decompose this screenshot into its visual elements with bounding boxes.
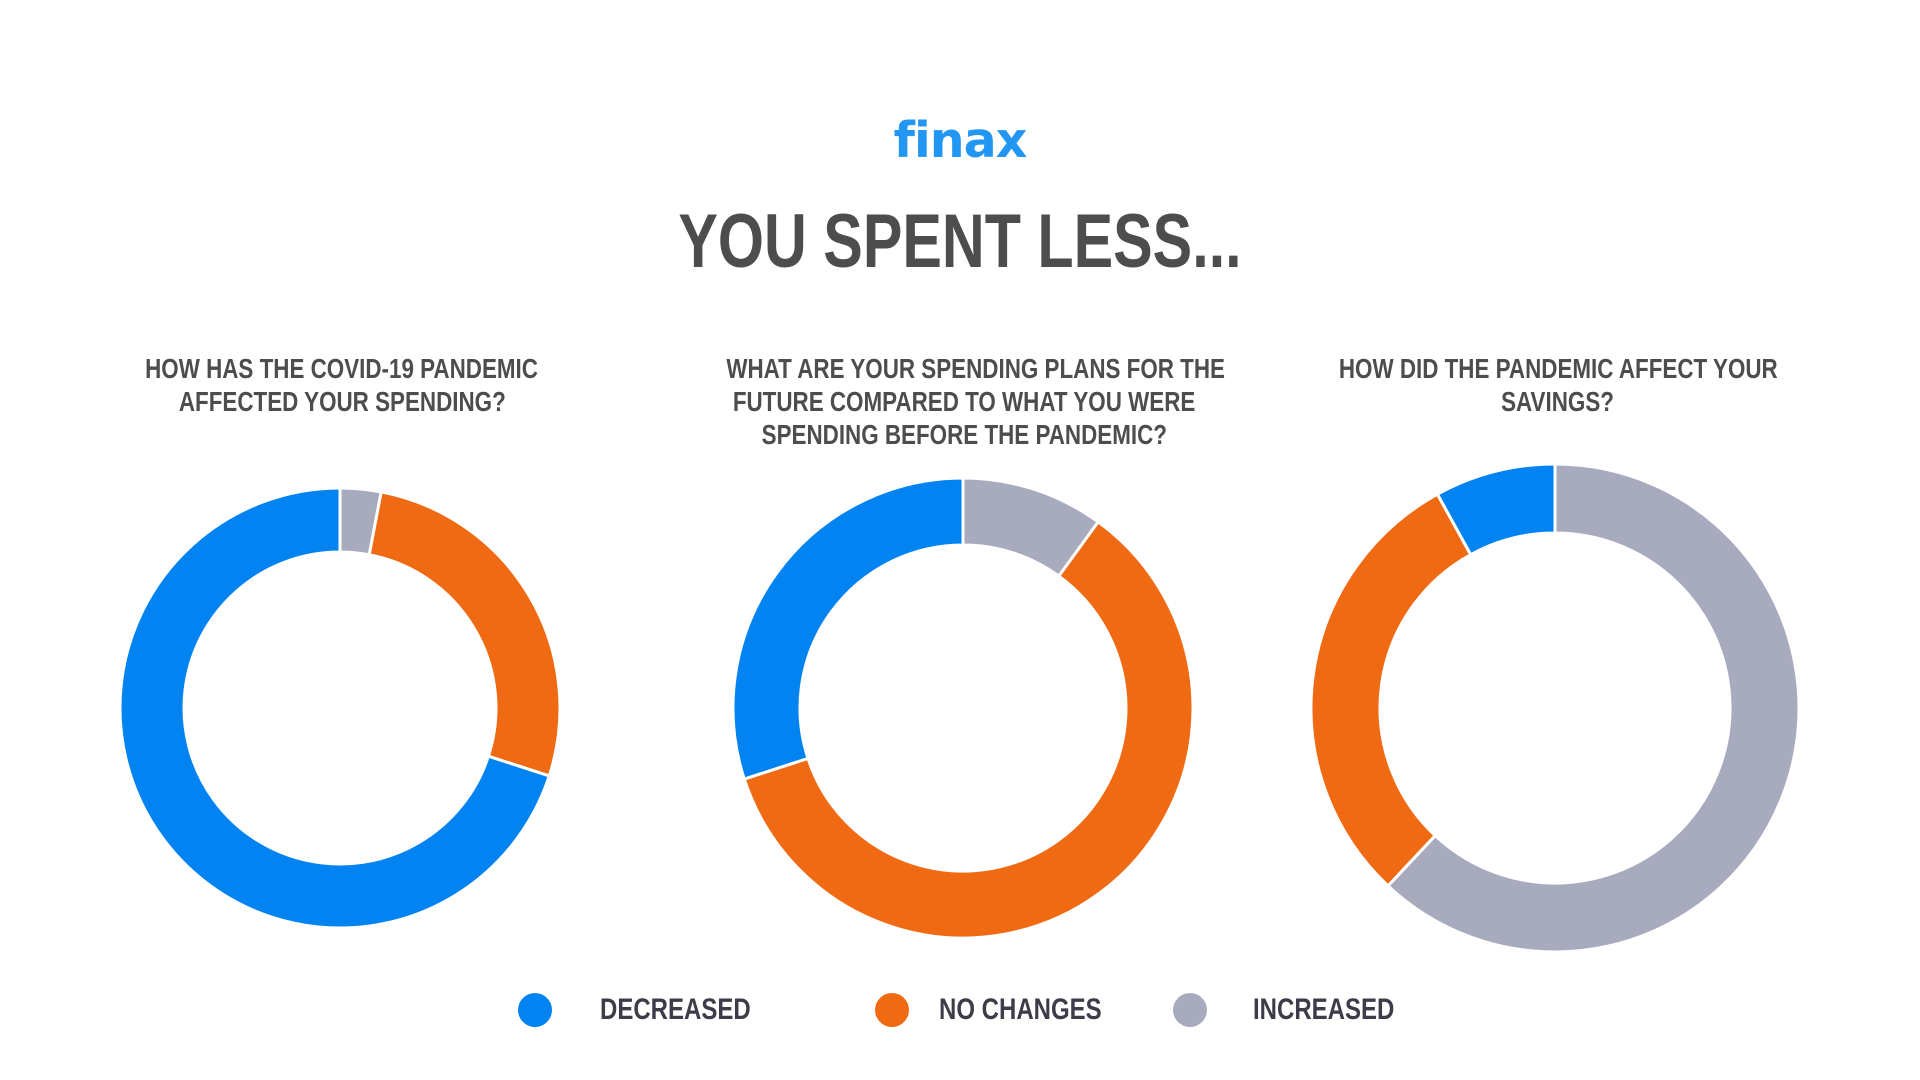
page-headline: YOU SPENT LESS...	[678, 199, 1242, 284]
legend-swatch-decreased	[518, 993, 552, 1027]
legend-label-decreased: DECREASED	[600, 993, 751, 1026]
donut-slice-no-changes	[742, 519, 1195, 940]
legend-item-decreased: DECREASED	[518, 990, 788, 1030]
chart-title-line: HOW DID THE PANDEMIC AFFECT YOUR	[1338, 353, 1778, 384]
finax-logo: finax	[893, 112, 1028, 169]
donut-slice-no-changes	[367, 490, 562, 778]
legend-swatch-no-changes	[875, 993, 909, 1027]
chart-title-line: SAVINGS?	[1501, 386, 1615, 417]
donut-slice-no-changes	[1309, 492, 1473, 888]
donut-slice-increased	[1385, 462, 1801, 954]
chart-title-future-plans: WHAT ARE YOUR SPENDING PLANS FOR THE FUT…	[664, 352, 1264, 451]
chart-title-line: WHAT ARE YOUR SPENDING PLANS FOR THE	[726, 353, 1225, 384]
legend-item-no-changes: NO CHANGES	[875, 990, 1142, 1030]
chart-title-line: FUTURE COMPARED TO WHAT YOU WERE	[732, 386, 1196, 417]
chart-title-line: SPENDING BEFORE THE PANDEMIC?	[761, 419, 1167, 450]
legend-label-no-changes: NO CHANGES	[939, 993, 1102, 1026]
legend-item-increased: INCREASED	[1173, 990, 1430, 1030]
donut-slice-decreased	[731, 476, 965, 781]
chart-title-line: HOW HAS THE COVID-19 PANDEMIC	[145, 353, 539, 384]
donut-slice-decreased	[118, 486, 552, 930]
legend-swatch-increased	[1173, 993, 1207, 1027]
chart-title-spending: HOW HAS THE COVID-19 PANDEMIC AFFECTED Y…	[42, 352, 642, 418]
chart-title-savings: HOW DID THE PANDEMIC AFFECT YOUR SAVINGS…	[1258, 352, 1858, 418]
donut-slice-decreased	[1435, 462, 1557, 557]
chart-title-line: AFFECTED YOUR SPENDING?	[178, 386, 506, 417]
legend-label-increased: INCREASED	[1253, 993, 1395, 1026]
